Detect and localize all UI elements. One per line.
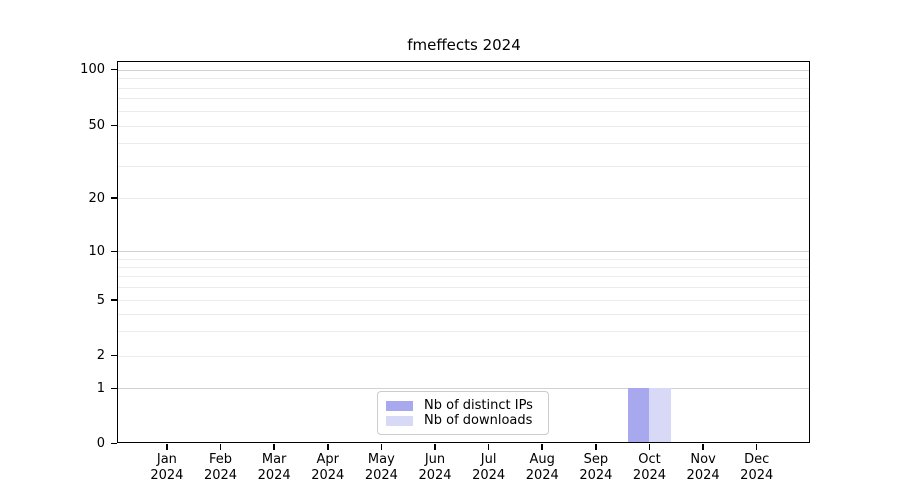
x-tick-month: Jun xyxy=(424,452,446,467)
plot-area xyxy=(117,61,810,444)
x-tick-month: Dec xyxy=(744,452,770,467)
x-tick-year: 2024 xyxy=(632,467,667,483)
y-tick-mark xyxy=(110,197,117,199)
x-tick-label: Jan 2024 xyxy=(137,452,197,483)
y-tick-label: 100 xyxy=(80,62,105,77)
y-tick-label: 0 xyxy=(96,435,105,451)
gridline-minor xyxy=(117,300,810,301)
y-tick-label: 10 xyxy=(88,243,105,259)
legend-entry-downloads: Nb of downloads xyxy=(386,413,540,428)
y-tick-label: 5 xyxy=(96,292,105,308)
y-tick-mark xyxy=(110,250,117,253)
x-tick-month: Mar xyxy=(261,452,287,467)
gridline-minor xyxy=(117,355,810,357)
y-tick-label: 50 xyxy=(88,118,105,133)
bar-distinct-ips xyxy=(627,388,650,444)
x-tick-year: 2024 xyxy=(740,467,774,483)
x-tick-year: 2024 xyxy=(686,467,720,483)
x-tick-year: 2024 xyxy=(257,467,291,483)
bar-downloads xyxy=(649,388,671,444)
legend-label-distinct-ips: Nb of distinct IPs xyxy=(424,398,533,413)
gridline-major xyxy=(117,69,810,71)
x-tick-mark xyxy=(380,443,383,450)
gridline-minor xyxy=(117,276,810,278)
x-tick-month: Aug xyxy=(529,452,555,467)
y-tick-label: 2 xyxy=(96,348,105,364)
x-tick-month: Apr xyxy=(316,452,340,467)
gridline-minor xyxy=(117,198,810,199)
x-tick-mark xyxy=(755,443,758,450)
y-tick-label: 1 xyxy=(96,380,105,396)
x-tick-month: May xyxy=(367,452,395,467)
legend-swatch-distinct-ips xyxy=(386,400,413,411)
y-tick-mark xyxy=(110,68,117,71)
gridline-minor xyxy=(117,110,810,112)
gridline-minor xyxy=(117,331,810,333)
gridline-minor xyxy=(117,78,810,79)
y-tick-mark xyxy=(110,387,117,390)
gridline-minor xyxy=(117,87,810,89)
x-tick-mark xyxy=(702,443,704,450)
x-tick-month: Jan xyxy=(156,452,177,467)
x-tick-label: Feb 2024 xyxy=(191,452,251,483)
x-tick-label: Nov 2024 xyxy=(673,452,733,483)
x-tick-label: Jun 2024 xyxy=(405,452,465,483)
x-tick-label: Mar 2024 xyxy=(244,452,304,483)
x-tick-label: Apr 2024 xyxy=(298,452,358,483)
x-tick-mark xyxy=(595,443,597,450)
x-tick-year: 2024 xyxy=(311,467,345,483)
x-tick-mark xyxy=(487,443,490,450)
x-tick-year: 2024 xyxy=(472,467,506,483)
y-tick-mark xyxy=(110,124,117,127)
x-tick-year: 2024 xyxy=(150,467,184,483)
chart-title: fmeffects 2024 xyxy=(407,36,521,54)
y-tick-mark xyxy=(110,354,117,357)
gridline-minor xyxy=(117,258,810,260)
gridline-minor xyxy=(117,125,810,127)
x-tick-year: 2024 xyxy=(418,467,452,483)
x-tick-month: Sep xyxy=(583,452,609,467)
x-tick-mark xyxy=(219,443,222,450)
x-tick-month: Oct xyxy=(638,452,661,467)
x-tick-year: 2024 xyxy=(525,467,559,483)
x-tick-mark xyxy=(273,443,275,450)
gridline-minor xyxy=(117,313,810,315)
x-tick-label: Aug 2024 xyxy=(512,452,572,483)
x-tick-mark xyxy=(327,443,329,450)
legend-label-downloads: Nb of downloads xyxy=(424,413,533,428)
gridline-minor xyxy=(117,143,810,145)
y-tick-label: 20 xyxy=(88,190,105,206)
gridline-minor xyxy=(117,165,810,167)
x-tick-label: Oct 2024 xyxy=(619,452,679,483)
x-tick-label: Sep 2024 xyxy=(566,452,626,483)
gridline-major xyxy=(117,251,810,253)
x-tick-year: 2024 xyxy=(203,467,238,483)
x-tick-month: Jul xyxy=(480,452,497,467)
gridline-minor xyxy=(117,287,810,289)
x-tick-mark xyxy=(434,443,436,450)
gridline-major xyxy=(117,388,810,390)
x-tick-label: Dec 2024 xyxy=(727,452,787,483)
x-tick-label: May 2024 xyxy=(351,452,411,483)
legend-entry-distinct-ips: Nb of distinct IPs xyxy=(386,398,540,413)
x-tick-mark xyxy=(541,443,543,450)
x-tick-month: Nov xyxy=(690,452,716,467)
x-tick-mark xyxy=(648,443,651,450)
legend-swatch-downloads xyxy=(386,415,413,426)
gridline-minor xyxy=(117,266,810,268)
x-tick-month: Feb xyxy=(209,452,233,467)
x-tick-year: 2024 xyxy=(579,467,613,483)
y-tick-mark xyxy=(110,299,117,301)
x-tick-mark xyxy=(166,443,168,450)
x-tick-year: 2024 xyxy=(364,467,398,483)
gridline-minor xyxy=(117,98,810,100)
x-tick-label: Jul 2024 xyxy=(459,452,519,483)
legend: Nb of distinct IPs Nb of downloads xyxy=(377,391,549,435)
y-tick-mark xyxy=(110,442,117,445)
